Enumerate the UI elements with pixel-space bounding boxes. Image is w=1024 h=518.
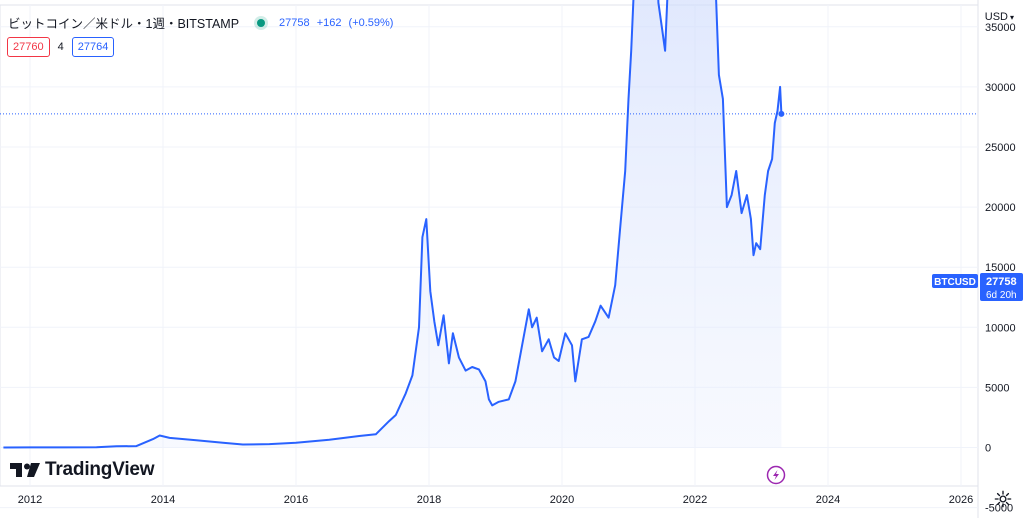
price-tag-symbol-box [932,274,978,288]
y-tick-label: 30000 [985,82,1016,94]
chevron-down-icon: ▾ [1009,13,1014,22]
y-tick-label: 20000 [985,202,1016,214]
y-tick-label: -5000 [985,503,1013,515]
price-tag-price: 27758 [986,276,1017,288]
y-tick-label: 10000 [985,322,1016,334]
legend-change-pct: (+0.59%) [348,16,394,29]
legend-change: +162 [316,16,342,29]
last-price-marker [778,110,785,117]
x-tick-label: 2020 [550,494,574,506]
x-tick-label: 2022 [683,494,707,506]
time-axis[interactable]: 2012 2014 2016 2018 2020 2022 2024 2026 [18,494,973,506]
buy-button[interactable]: 27764 [71,37,115,57]
y-tick-label: 15000 [985,262,1016,274]
chart-grid [0,0,979,518]
tradingview-logo-icon [10,463,40,477]
price-tag-symbol: BTCUSD [934,277,976,288]
market-open-indicator [257,18,266,27]
price-tag-countdown: 6d 20h [986,290,1017,301]
y-tick-label: 5000 [985,382,1009,394]
brand-name: TradingView [45,459,155,480]
x-tick-label: 2014 [151,494,175,506]
y-tick-label: 25000 [985,142,1016,154]
sell-button[interactable]: 27760 [7,37,50,57]
legend-last-price: 27758 [279,16,310,29]
currency-label: USD [984,11,1008,23]
x-tick-label: 2018 [417,494,441,506]
flash-icon[interactable] [766,465,786,485]
price-line [3,0,783,449]
chart-legend: ビットコイン／米ドル・1週・BITSTAMP 27758 +162 (+0.59… [8,13,397,32]
trade-buttons: 27760 4 27764 [7,37,115,57]
y-tick-label: 35000 [985,22,1016,34]
price-tag: BTCUSD 27758 6d 20h [932,273,1023,301]
legend-values: 27758 +162 (+0.59%) [279,17,397,29]
x-tick-label: 2024 [816,494,840,506]
y-tick-label: 0 [985,443,991,455]
currency-dropdown[interactable]: USD ▾ [985,11,1014,23]
x-tick-label: 2012 [18,494,42,506]
spread-value: 4 [57,41,64,53]
x-tick-label: 2026 [949,494,973,506]
symbol-title[interactable]: ビットコイン／米ドル・1週・BITSTAMP [8,17,240,31]
price-area-fill [3,0,782,448]
x-tick-label: 2016 [284,494,308,506]
gear-icon[interactable] [994,490,1012,508]
tradingview-logo[interactable]: TradingView [10,459,155,481]
price-axis[interactable]: -5000 0 5000 10000 15000 20000 25000 30000 35000… [985,0,1016,515]
price-tag-box [980,273,1023,301]
